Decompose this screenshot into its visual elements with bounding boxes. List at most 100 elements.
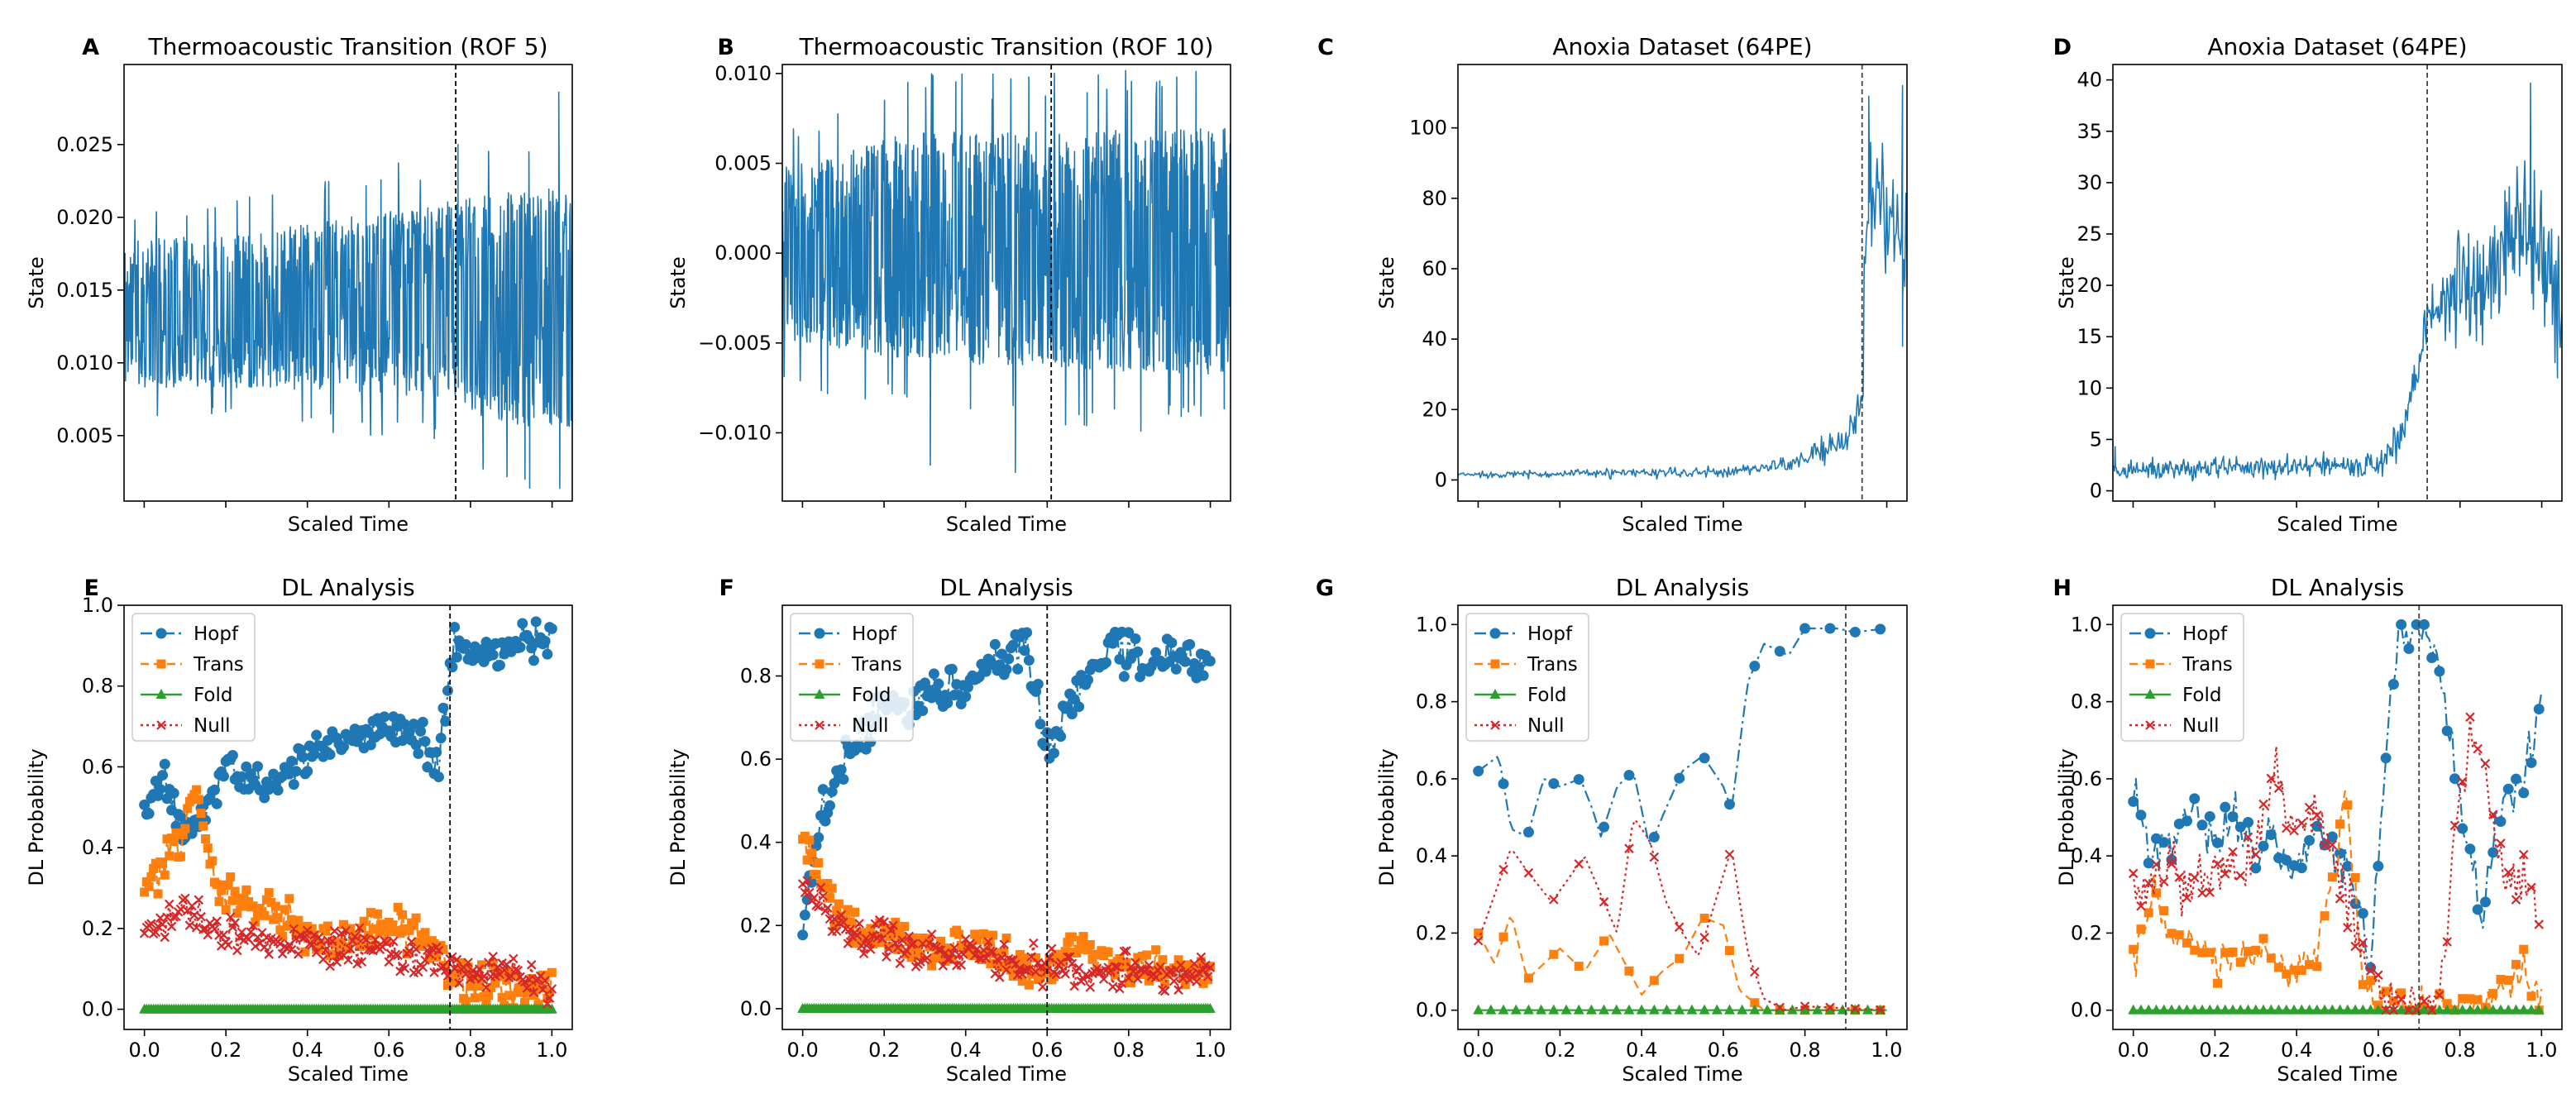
series-fold-point: [2128, 1004, 2139, 1015]
series-trans-point: [504, 967, 514, 977]
series-trans-point: [153, 889, 163, 899]
series-trans-point: [2435, 989, 2445, 999]
series-hopf-point: [302, 766, 313, 777]
series-trans-point: [843, 905, 853, 915]
y-axis-label: State: [25, 256, 48, 309]
x-tick-label: 0.2: [868, 1039, 900, 1062]
series-hopf-point: [399, 719, 410, 730]
series-hopf-point: [338, 741, 350, 752]
series-null-point: [191, 923, 202, 933]
series-null-point: [1082, 971, 1093, 981]
legend-swatch-marker: [815, 659, 824, 669]
series-hopf-point: [413, 747, 424, 759]
series-hopf-point: [1184, 638, 1196, 650]
series-hopf-point: [1179, 656, 1191, 667]
series-hopf-point: [542, 648, 553, 660]
series-null-point: [164, 899, 174, 910]
series-trans-point: [1624, 966, 1634, 976]
series-null-point: [956, 960, 967, 970]
series-trans-point: [974, 949, 984, 959]
x-axis-label: Scaled Time: [946, 513, 1067, 536]
series-null-point: [196, 911, 206, 922]
series-null-point: [943, 954, 953, 964]
series-trans-point: [866, 924, 876, 934]
series-null-point: [1141, 965, 1152, 976]
series-hopf-point: [1849, 626, 1861, 638]
series-fold-point: [2204, 1004, 2215, 1015]
series-fold-point: [2288, 1004, 2300, 1015]
series-fold-point: [1473, 1004, 1484, 1015]
x-axis-label: Scaled Time: [288, 1063, 409, 1086]
series-trans-point: [986, 959, 996, 969]
series-null-point: [877, 934, 887, 944]
series-null-point: [865, 944, 876, 954]
series-trans-point: [2327, 872, 2337, 882]
series-trans-point: [877, 938, 887, 948]
panel-g: 0.0 0.2 0.4 0.6 0.8 1.0 0.0 0.2 0.4 0.6 0.8 1.0 DL A…: [1316, 574, 1908, 1086]
series-trans-point: [386, 920, 396, 930]
series-fold-point: [2349, 1004, 2361, 1015]
series-null-point: [1699, 933, 1709, 943]
series-null-point: [1193, 968, 1204, 978]
series-null-point: [854, 919, 864, 929]
series-hopf-point: [143, 808, 155, 819]
series-trans-point: [217, 886, 227, 895]
y-tick-label: 0.0: [1416, 999, 1447, 1022]
series-null-point: [2358, 938, 2368, 948]
y-tick-label: 0.000: [714, 241, 772, 265]
y-tick-label: 0: [1435, 468, 1447, 491]
series-hopf-markers: [1473, 623, 1886, 843]
legend-label-hopf: Hopf: [852, 623, 897, 645]
series-null-point: [1055, 958, 1066, 967]
series-trans-point: [346, 924, 356, 934]
series-null-point: [175, 904, 186, 915]
series-trans-point: [2511, 959, 2521, 969]
series-hopf-point: [217, 771, 229, 782]
series-null-point: [350, 931, 360, 942]
legend: Hopf Trans Fold Null: [790, 613, 914, 742]
series-hopf-point: [2396, 618, 2407, 630]
series-trans-point: [442, 981, 452, 991]
series-hopf-point: [517, 618, 528, 629]
x-tick-label: 0.8: [455, 1039, 486, 1062]
series-hopf-point: [1674, 772, 1685, 784]
series-hopf-point: [440, 715, 452, 727]
panel-d: 0 5 10 15 20 25 30 35 40 Anoxia Dataset (64PE) D Sc…: [2053, 33, 2563, 536]
series-trans-point: [911, 943, 921, 953]
series-trans-point: [404, 925, 414, 935]
series-null-point: [883, 943, 894, 954]
series-null-point: [1875, 1005, 1885, 1015]
series-fold-point: [2434, 1004, 2445, 1015]
series-null-point: [429, 967, 439, 977]
legend-label-fold: Fold: [2182, 685, 2221, 706]
y-tick-label: 0.4: [1416, 844, 1447, 867]
series-null-point: [2250, 849, 2261, 860]
series-null-point: [304, 938, 315, 949]
series-null-point: [151, 927, 161, 938]
series-trans-point: [988, 930, 998, 940]
series-hopf-point: [236, 771, 247, 783]
x-tick-label: 0.2: [2199, 1039, 2230, 1062]
series-fold-point: [1824, 1004, 1836, 1015]
series-trans-point: [897, 934, 907, 943]
series-hopf-point: [2502, 783, 2514, 795]
series-trans-point: [2335, 819, 2345, 829]
series-trans-point: [2503, 975, 2513, 985]
series-hopf-point: [303, 740, 315, 752]
series-fold-point: [2495, 1004, 2507, 1015]
series-hopf-point: [523, 633, 535, 645]
series-null-point: [935, 945, 946, 955]
series-null-point: [1098, 974, 1109, 984]
series-null-point: [488, 952, 498, 962]
series-hopf-point: [451, 652, 462, 663]
series-trans-point: [180, 824, 190, 833]
series-hopf-point: [324, 749, 336, 761]
series-null-point: [160, 932, 170, 943]
series-null-point: [2534, 919, 2545, 929]
series-trans-point: [1085, 939, 1095, 949]
legend-label-trans: Trans: [193, 654, 244, 676]
series-hopf-point: [933, 678, 944, 690]
series-trans-line: [2132, 790, 2543, 1011]
series-null-point: [1674, 922, 1685, 933]
series-hopf-point: [2250, 862, 2262, 874]
